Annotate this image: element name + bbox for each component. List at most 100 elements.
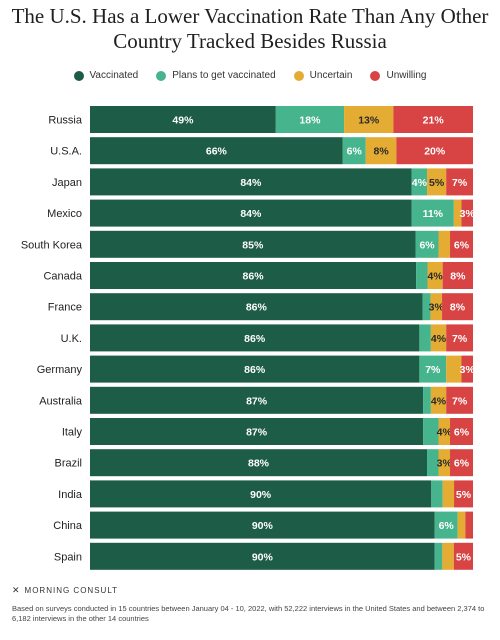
- category-label-japan: Japan: [52, 177, 82, 189]
- bar-segment-australia-plans: [423, 386, 431, 414]
- bar-segment-u-s-a-plans: [342, 137, 366, 165]
- bar-segment-u-s-a-vaccinated: [90, 137, 343, 165]
- data-label-india-vaccinated: 90%: [250, 489, 272, 501]
- bar-segment-russia-uncertain: [344, 106, 394, 133]
- source-note: Based on surveys conducted in 15 countri…: [12, 604, 485, 623]
- data-label-germany-vaccinated: 86%: [244, 364, 266, 376]
- bar-segment-u-s-a-unwilling: [396, 137, 473, 165]
- legend-item-uncertain: Uncertain: [293, 70, 353, 81]
- bar-segment-france-vaccinated: [90, 293, 423, 321]
- bar-segment-italy-vaccinated: [90, 418, 424, 445]
- bar-segment-spain-vaccinated: [90, 542, 435, 570]
- data-label-canada-uncertain: 4%: [427, 271, 443, 283]
- category-label-brazil: Brazil: [54, 458, 82, 470]
- bar-segment-australia-vaccinated: [90, 386, 424, 414]
- bar-segment-mexico-plans: [411, 199, 454, 227]
- data-label-mexico-unwilling: 3%: [460, 208, 476, 220]
- data-label-u-k-vaccinated: 86%: [244, 333, 266, 345]
- data-label-russia-plans: 18%: [299, 115, 321, 127]
- data-label-china-plans: 6%: [439, 520, 455, 532]
- bar-segment-india-vaccinated: [90, 480, 432, 508]
- bar-segment-russia-plans: [275, 106, 345, 133]
- data-label-russia-vaccinated: 49%: [172, 115, 194, 127]
- bar-segment-italy-unwilling: [450, 418, 473, 445]
- data-label-australia-uncertain: 4%: [431, 395, 447, 407]
- category-label-australia: Australia: [39, 395, 83, 407]
- data-label-japan-uncertain: 5%: [429, 177, 445, 189]
- bar-segment-japan-vaccinated: [90, 168, 412, 196]
- bar-segment-canada-unwilling: [442, 262, 473, 289]
- bar-segment-china-unwilling: [465, 511, 473, 539]
- brand-mark-icon: ✕: [12, 585, 21, 595]
- bar-segment-brazil-vaccinated: [90, 449, 428, 477]
- data-label-france-unwilling: 8%: [450, 302, 466, 314]
- data-label-canada-vaccinated: 86%: [243, 271, 265, 283]
- bar-segment-u-k-uncertain: [430, 324, 447, 352]
- bar-segment-u-k-plans: [419, 324, 431, 352]
- chart-title: The U.S. Has a Lower Vaccination Rate Th…: [0, 4, 500, 54]
- bar-segment-mexico-uncertain: [453, 199, 462, 227]
- data-label-japan-vaccinated: 84%: [240, 177, 262, 189]
- data-label-spain-unwilling: 5%: [456, 551, 472, 563]
- chart-title-line-1: The U.S. Has a Lower Vaccination Rate Th…: [11, 4, 489, 28]
- bar-segment-canada-plans: [416, 262, 428, 289]
- category-label-china: China: [53, 520, 83, 532]
- legend-item-vaccinated: Vaccinated: [73, 70, 139, 81]
- bar-segment-france-plans: [422, 293, 431, 321]
- data-label-france-vaccinated: 86%: [246, 302, 268, 314]
- category-label-india: India: [58, 489, 83, 501]
- legend-swatch-vaccinated: [73, 70, 84, 81]
- bar-segment-south-korea-unwilling: [450, 230, 473, 258]
- category-label-south-korea: South Korea: [21, 239, 83, 251]
- data-label-italy-uncertain: 4%: [437, 427, 453, 439]
- legend-item-plans: Plans to get vaccinated: [156, 70, 276, 81]
- data-label-u-s-a-plans: 6%: [347, 146, 363, 158]
- category-label-u-s-a: U.S.A.: [50, 146, 82, 158]
- legend-label-vaccinated: Vaccinated: [89, 70, 139, 81]
- legend-label-plans: Plans to get vaccinated: [172, 70, 276, 81]
- legend-label-uncertain: Uncertain: [309, 70, 353, 81]
- data-label-south-korea-plans: 6%: [419, 239, 435, 251]
- bar-segment-south-korea-uncertain: [438, 230, 451, 258]
- bar-segment-australia-unwilling: [446, 386, 473, 414]
- data-label-mexico-vaccinated: 84%: [240, 208, 262, 220]
- bar-segment-spain-unwilling: [453, 542, 473, 570]
- bar-segment-south-korea-plans: [415, 230, 439, 258]
- bar-segment-canada-uncertain: [427, 262, 443, 289]
- data-label-u-s-a-unwilling: 20%: [424, 146, 446, 158]
- bar-segment-spain-plans: [434, 542, 443, 570]
- bar-segment-china-plans: [434, 511, 458, 539]
- data-label-south-korea-vaccinated: 85%: [242, 239, 264, 251]
- legend-swatch-plans: [156, 70, 167, 81]
- bar-segment-u-s-a-uncertain: [365, 137, 397, 165]
- bar-segment-china-uncertain: [457, 511, 466, 539]
- bar-segment-mexico-unwilling: [461, 199, 473, 227]
- brand-logo: ✕ MORNING CONSULT: [12, 585, 118, 596]
- data-label-germany-plans: 7%: [425, 364, 441, 376]
- category-label-canada: Canada: [43, 271, 82, 283]
- category-label-italy: Italy: [62, 427, 83, 439]
- data-label-australia-vaccinated: 87%: [246, 395, 268, 407]
- category-label-russia: Russia: [48, 115, 83, 127]
- bar-segment-russia-unwilling: [393, 106, 473, 133]
- legend-swatch-uncertain: [293, 70, 304, 81]
- bar-segment-italy-uncertain: [438, 418, 451, 445]
- chart-legend: Vaccinated Plans to get vaccinated Uncer…: [0, 70, 500, 81]
- bar-segment-south-korea-vaccinated: [90, 230, 416, 258]
- bar-segment-japan-uncertain: [427, 168, 447, 196]
- stacked-bar-chart: Russia 49% 18% 13% 21% U.S.A. 66% 6% 8% 20% Japan 8…: [20, 106, 476, 570]
- bar-segment-germany-vaccinated: [90, 355, 420, 383]
- data-label-russia-uncertain: 13%: [358, 115, 380, 127]
- bar-segment-india-plans: [431, 480, 443, 508]
- legend-swatch-unwilling: [370, 70, 381, 81]
- bar-segment-mexico-vaccinated: [90, 199, 412, 227]
- bar-segment-india-uncertain: [442, 480, 455, 508]
- bar-segment-china-vaccinated: [90, 511, 435, 539]
- bar-segment-u-k-vaccinated: [90, 324, 420, 352]
- bar-segment-u-k-unwilling: [446, 324, 473, 352]
- category-label-germany: Germany: [37, 364, 83, 376]
- bar-segment-australia-uncertain: [430, 386, 447, 414]
- legend-label-unwilling: Unwilling: [386, 70, 427, 81]
- data-label-brazil-uncertain: 3%: [437, 458, 453, 470]
- chart-title-line-2: Country Tracked Besides Russia: [113, 29, 387, 53]
